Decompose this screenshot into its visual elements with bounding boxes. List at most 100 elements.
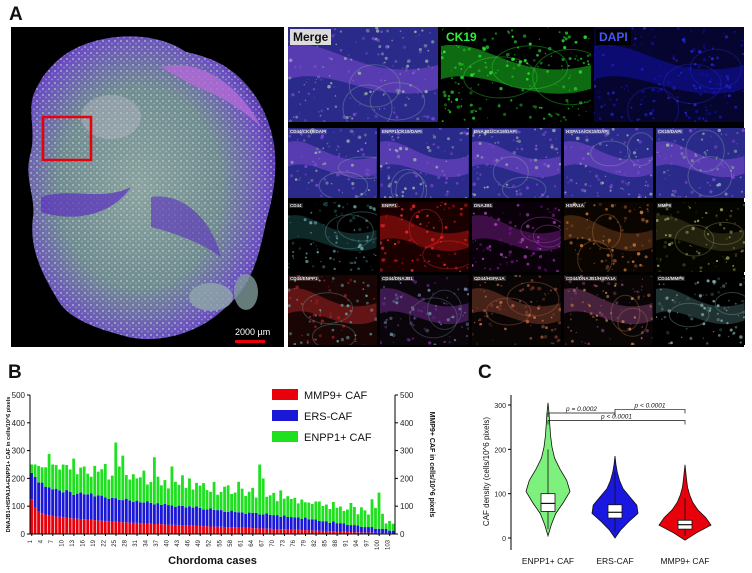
x-tick-label: 34 (144, 539, 150, 546)
bar-segment (103, 520, 107, 534)
legend-label: MMP9+ CAF (304, 390, 368, 402)
bar-segment (198, 525, 202, 534)
bar-segment (254, 528, 258, 534)
x-tick-label: 103 (386, 539, 392, 550)
x-tick-label: 31 (133, 539, 139, 546)
bar-segment (72, 518, 76, 534)
bar-segment (110, 497, 114, 522)
bar-segment (223, 511, 226, 528)
bar-segment (163, 524, 167, 534)
bar-segment (138, 502, 142, 524)
bar-segment (300, 518, 304, 531)
bar-segment (163, 503, 167, 525)
bar-segment (65, 490, 69, 518)
bar-segment (152, 457, 156, 505)
bar-segment (188, 525, 191, 534)
bar-segment (181, 525, 184, 534)
bar-segment (307, 519, 311, 531)
bar-segment (349, 502, 353, 526)
bar-segment (233, 492, 237, 513)
bar-segment (121, 500, 125, 523)
bar-segment (286, 529, 290, 534)
y-tick-label-left: 100 (12, 502, 26, 511)
region-of-interest-box (41, 115, 93, 162)
bar-segment (384, 529, 388, 534)
bar-segment (356, 514, 360, 526)
bar-segment (223, 486, 226, 512)
bar-segment (135, 500, 139, 523)
bar-segment (47, 453, 51, 488)
bar-segment (370, 532, 374, 534)
bar-segment (61, 464, 65, 493)
bar-segment (275, 501, 279, 516)
bar-segment (107, 479, 111, 499)
bar-segment (230, 510, 234, 528)
if-tile: DNAJB1 (472, 201, 561, 272)
bar-segment (244, 495, 248, 514)
legend-swatch (272, 389, 298, 400)
bar-segment (205, 526, 209, 534)
bar-segment (261, 514, 265, 529)
if-tile-label: CD44 (289, 202, 303, 208)
bar-segment (324, 504, 328, 522)
bar-segment (272, 529, 276, 534)
bar-segment (107, 521, 111, 534)
bar-segment (33, 507, 37, 534)
x-tick-label: 46 (186, 539, 192, 546)
if-tile: CD44/DNAJB1/HSPA1A (564, 275, 653, 345)
bar-segment (82, 466, 86, 495)
bar-segment (279, 490, 283, 517)
bar-segment (282, 515, 286, 530)
bar-segment (335, 531, 339, 534)
significance-bracket (614, 409, 686, 414)
bar-segment (212, 482, 216, 510)
bar-segment (321, 530, 325, 534)
bar-segment (58, 516, 62, 534)
bar-segment (268, 495, 272, 515)
if-tile-label: CD44/ENPP1 (289, 276, 319, 281)
bar-segment (117, 499, 121, 523)
x-tick-label: 82 (312, 539, 318, 546)
bar-segment (254, 512, 258, 529)
scale-bar (235, 340, 265, 343)
bar-segment (307, 502, 311, 520)
bar-segment (381, 513, 384, 529)
if-tile-label: CD44/DNAJB1 (381, 276, 414, 281)
bar-segment (230, 527, 234, 534)
bar-segment (265, 528, 269, 534)
bar-segment (377, 492, 381, 529)
bar-segment (328, 531, 332, 534)
bar-segment (314, 519, 318, 531)
bar-segment (300, 499, 304, 519)
x-tick-label: 1 (28, 539, 34, 543)
bar-segment (114, 442, 118, 499)
y-tick-label-right: 100 (400, 502, 414, 511)
bar-segment (310, 519, 314, 531)
bar-segment (195, 482, 198, 507)
x-tick-label: 58 (228, 539, 234, 546)
bar-segment (233, 527, 237, 534)
bar-segment (282, 498, 286, 516)
bar-segment (286, 517, 290, 530)
bar-segment (195, 506, 198, 526)
x-tick-label: 85 (323, 539, 329, 546)
bar-segment (367, 527, 370, 533)
bar-segment (331, 521, 335, 532)
bar-segment (293, 529, 297, 534)
bar-segment (374, 507, 377, 529)
bar-segment (391, 523, 395, 531)
y-tick-label: 300 (494, 403, 506, 410)
bar-segment (54, 516, 58, 534)
bar-segment (89, 476, 93, 494)
bar-segment (374, 528, 377, 533)
bar-segment (360, 532, 363, 534)
bar-segment (391, 530, 395, 534)
bar-segment (100, 469, 104, 496)
bar-segment (289, 498, 293, 518)
bar-segment (191, 507, 195, 526)
bar-segment (237, 481, 241, 513)
bar-segment (258, 528, 262, 534)
bar-segment (321, 521, 325, 531)
bar-segment (44, 486, 47, 515)
